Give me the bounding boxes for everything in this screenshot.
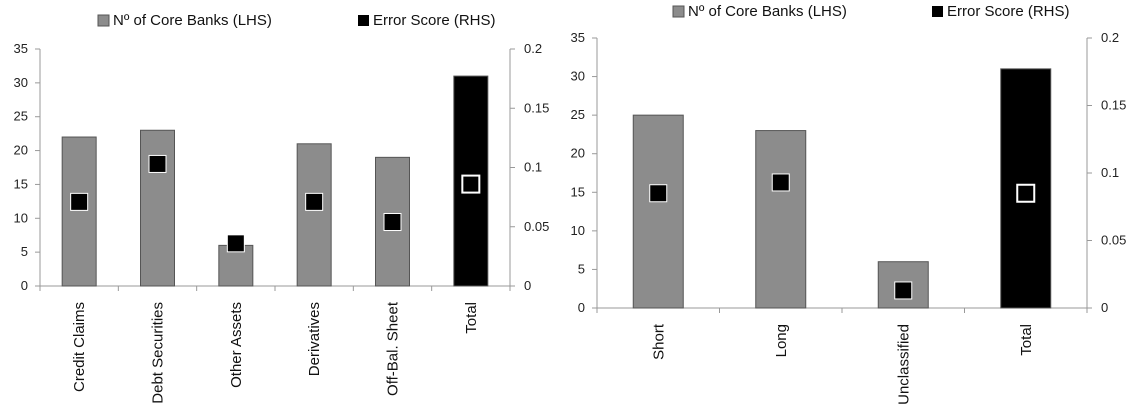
legend-swatch-bar <box>97 14 110 27</box>
right-tick-label: 0.2 <box>1101 30 1119 45</box>
left-tick-label: 30 <box>571 69 585 84</box>
left-tick-label: 35 <box>571 30 585 45</box>
bar <box>61 136 97 287</box>
category-label: Other Assets <box>228 302 245 388</box>
left-tick-label: 35 <box>14 41 28 56</box>
error-score-marker <box>1016 183 1036 203</box>
right-tick-label: 0.05 <box>524 219 549 234</box>
left-tick-label: 15 <box>14 176 28 191</box>
category-label: Debt Securities <box>150 302 167 404</box>
error-score-marker <box>70 192 89 211</box>
left-tick-label: 5 <box>21 244 28 259</box>
category-label: Off-Bal. Sheet <box>385 301 402 396</box>
category-label: Derivatives <box>306 302 323 376</box>
left-tick-label: 20 <box>571 146 585 161</box>
error-score-marker <box>226 234 245 253</box>
chart-left: 0 5 10 15 20 25 30 35 0 0.05 0.1 0.15 0.2 Credit Clai… <box>14 12 550 404</box>
bar <box>632 114 684 309</box>
category-label: Long <box>773 324 790 357</box>
error-score-marker <box>148 154 167 173</box>
right-tick-label: 0.05 <box>1101 233 1126 248</box>
right-tick-label: 0.15 <box>1101 98 1126 113</box>
left-tick-label: 15 <box>571 184 585 199</box>
category-label: Short <box>650 323 667 360</box>
legend-swatch-marker <box>358 15 369 26</box>
legend-swatch-bar <box>672 5 685 18</box>
right-tick-label: 0.15 <box>524 100 549 115</box>
left-tick-label: 25 <box>571 107 585 122</box>
left-tick-label: 5 <box>578 261 585 276</box>
chart-right: 0 5 10 15 20 25 30 35 0 0.05 0.1 0.15 0.2 Short Long Un… <box>571 3 1127 405</box>
legend-label: Nº of Core Banks (LHS) <box>113 12 272 29</box>
left-tick-label: 0 <box>578 300 585 315</box>
right-tick-label: 0.1 <box>524 160 542 175</box>
left-tick-label: 25 <box>14 109 28 124</box>
category-label: Total <box>463 302 480 334</box>
left-tick-label: 20 <box>14 143 28 158</box>
category-label: Credit Claims <box>71 302 88 392</box>
legend-swatch-marker <box>932 6 943 17</box>
bar <box>296 143 332 287</box>
error-score-marker <box>383 213 402 232</box>
bar <box>755 130 807 309</box>
right-tick-label: 0 <box>1101 300 1108 315</box>
left-tick-label: 10 <box>14 210 28 225</box>
legend-label: Error Score (RHS) <box>373 12 496 29</box>
error-score-marker <box>649 184 668 203</box>
bar <box>140 129 175 287</box>
legend-label: Nº of Core Banks (LHS) <box>688 3 847 20</box>
category-label: Total <box>1018 324 1035 356</box>
left-tick-label: 30 <box>14 75 28 90</box>
error-score-marker <box>305 192 324 211</box>
right-tick-label: 0.2 <box>524 41 542 56</box>
right-tick-label: 0.1 <box>1101 165 1119 180</box>
error-score-marker <box>894 281 913 300</box>
legend-label: Error Score (RHS) <box>947 3 1070 20</box>
right-tick-label: 0 <box>524 278 531 293</box>
left-tick-label: 10 <box>571 223 585 238</box>
left-tick-label: 0 <box>21 278 28 293</box>
error-score-marker <box>771 173 790 192</box>
category-label: Unclassified <box>895 324 912 405</box>
error-score-marker <box>461 174 481 194</box>
